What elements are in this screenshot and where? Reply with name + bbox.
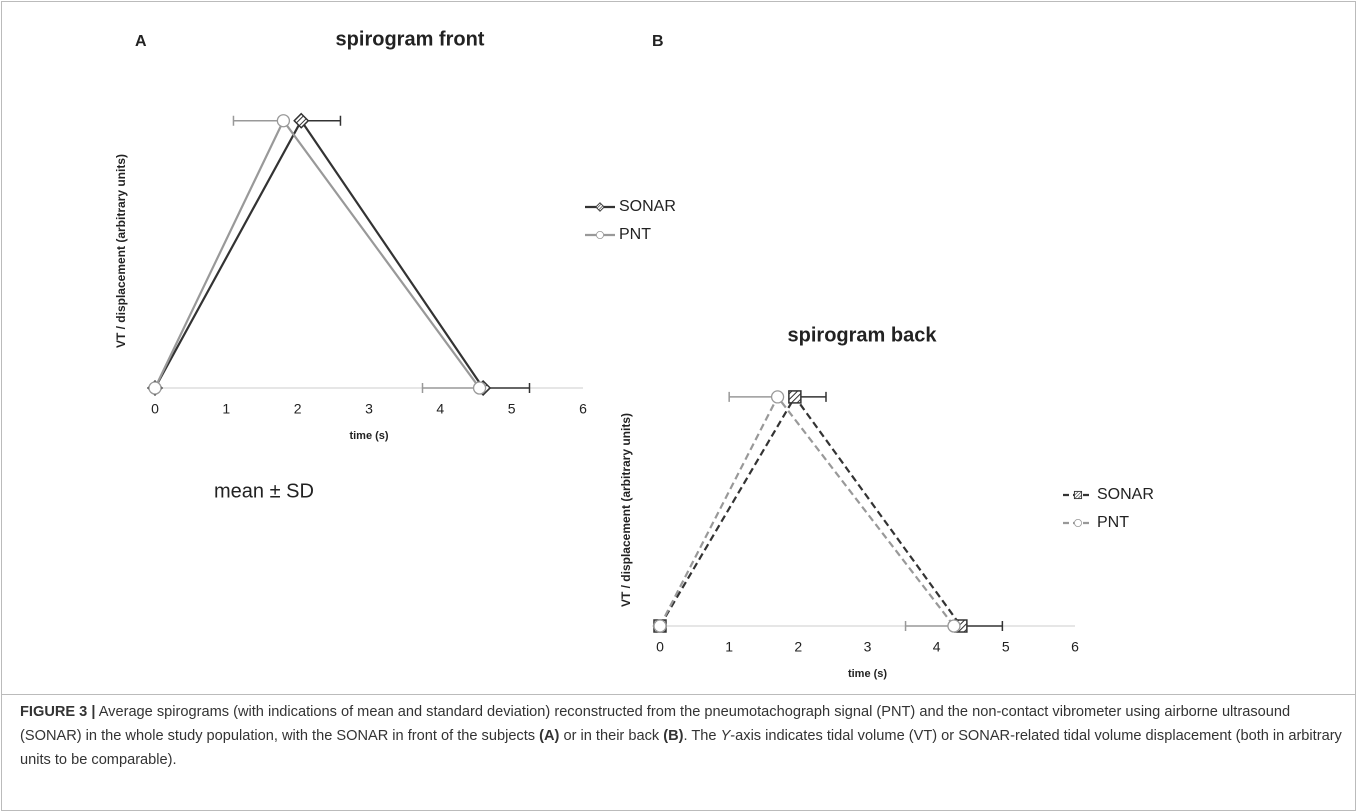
- separator: [2, 694, 1355, 695]
- x-tick-label: 6: [1071, 639, 1079, 655]
- marker: [770, 390, 785, 404]
- caption-ref: (A): [539, 728, 560, 744]
- series-line: [659, 394, 962, 627]
- x-tick-label: 3: [365, 401, 373, 417]
- x-tick-label: 1: [725, 639, 733, 655]
- error-bar: [960, 621, 1004, 631]
- marker: [148, 381, 162, 395]
- caption-text: or in their back: [559, 728, 664, 744]
- x-tick-label: 0: [656, 639, 664, 655]
- panel-label: B: [652, 33, 664, 50]
- panel-label: A: [135, 33, 147, 50]
- error-bar: [728, 391, 778, 402]
- series-line: [154, 118, 485, 389]
- caption: FIGURE 3 | Average spirograms (with indi…: [20, 700, 1345, 772]
- caption-text: -axis indicates tidal volume (VT) or SON…: [20, 728, 1342, 768]
- caption-ref: (B): [663, 728, 684, 744]
- legend-label: PNT: [619, 226, 651, 243]
- series-line: [659, 394, 955, 627]
- x-tick-label: 5: [508, 401, 516, 417]
- x-tick-label: 5: [1002, 639, 1010, 655]
- marker: [293, 112, 310, 129]
- legend-marker: [595, 202, 605, 212]
- x-tick-label: 3: [864, 639, 872, 655]
- legend-label: SONAR: [619, 198, 676, 215]
- chart-title: spirogram front: [336, 28, 485, 50]
- caption-text: Average spirograms (with indications of …: [20, 704, 1291, 744]
- legend-label: SONAR: [1097, 486, 1154, 503]
- caption-axis: Y: [720, 728, 731, 744]
- y-axis-label: VT / displacement (arbitrary units): [619, 413, 633, 607]
- x-tick-label: 2: [294, 401, 302, 417]
- x-tick-label: 4: [933, 639, 941, 655]
- marker: [947, 619, 961, 633]
- legend-marker: [596, 231, 604, 239]
- marker: [276, 114, 291, 128]
- marker: [472, 381, 487, 395]
- annotation: mean ± SD: [214, 480, 314, 502]
- marker: [653, 619, 667, 633]
- x-axis-label: time (s): [848, 668, 887, 680]
- x-tick-label: 2: [794, 639, 802, 655]
- marker: [788, 390, 802, 404]
- series-line: [154, 118, 481, 389]
- legend-marker: [1074, 519, 1082, 527]
- legend-label: PNT: [1097, 514, 1129, 531]
- error-bar: [421, 383, 480, 393]
- y-axis-label: VT / displacement (arbitrary units): [114, 154, 128, 348]
- caption-text: . The: [683, 728, 721, 744]
- error-bar: [904, 621, 954, 631]
- legend-marker: [1073, 490, 1083, 500]
- x-tick-label: 1: [222, 401, 230, 417]
- x-tick-label: 6: [579, 401, 587, 417]
- chart-title: spirogram back: [788, 324, 938, 346]
- error-bar: [232, 115, 284, 126]
- x-tick-label: 4: [436, 401, 444, 417]
- caption-label: FIGURE 3 |: [20, 704, 96, 720]
- x-tick-label: 0: [151, 401, 159, 417]
- x-axis-label: time (s): [349, 430, 388, 442]
